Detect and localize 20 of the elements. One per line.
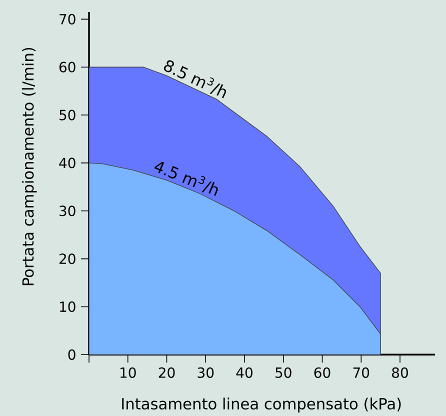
x-axis-title: Intasamento linea compensato (kPa) bbox=[122, 398, 401, 412]
y-axis-title: Portata campionamento (l/min) bbox=[22, 48, 37, 286]
x-tick-label: 10 bbox=[120, 367, 136, 378]
x-tick-label: 80 bbox=[392, 367, 408, 378]
y-tick-label: 20 bbox=[60, 254, 76, 264]
y-tick-label: 0 bbox=[68, 349, 76, 360]
y-tick-label: 30 bbox=[60, 206, 76, 216]
y-tick-label: 70 bbox=[60, 14, 76, 24]
y-tick-label: 60 bbox=[59, 62, 76, 72]
x-tick-label: 40 bbox=[236, 367, 252, 378]
y-tick-label: 10 bbox=[60, 301, 76, 312]
x-tick-label: 20 bbox=[158, 367, 175, 378]
x-tick-label: 30 bbox=[198, 367, 214, 378]
y-tick-label: 50 bbox=[60, 110, 76, 120]
x-tick-label: 60 bbox=[314, 367, 330, 378]
x-tick-label: 50 bbox=[276, 367, 292, 378]
text: 8.5 m$^{3}$/h bbox=[164, 60, 226, 98]
x-tick-label: 70 bbox=[353, 367, 370, 378]
text: 4.5 m$^{3}$/h bbox=[154, 162, 218, 196]
y-tick-label: 40 bbox=[59, 158, 76, 168]
